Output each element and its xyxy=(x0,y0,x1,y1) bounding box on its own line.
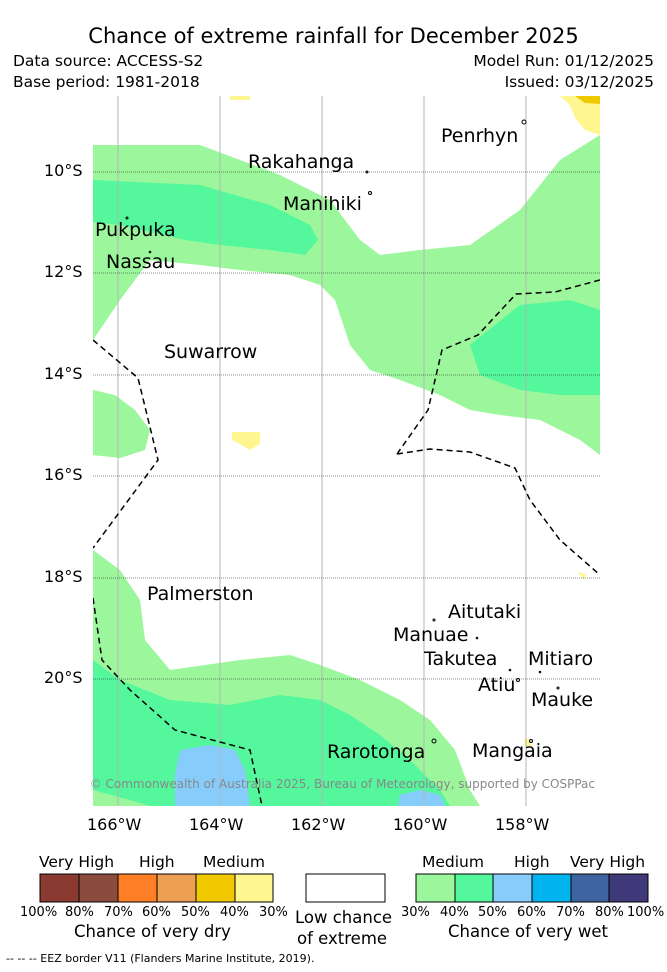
wet-swatch-30-40 xyxy=(415,873,456,903)
wet-30-40-region xyxy=(93,390,150,458)
model-run: Model Run: 01/12/2025 xyxy=(473,52,654,70)
place-pukapuka: Pukpuka xyxy=(95,219,176,241)
dry-swatch-60-70 xyxy=(117,873,158,903)
lat-label: 12°S xyxy=(44,262,83,281)
place-mauke: Mauke xyxy=(531,689,594,711)
dry-swatch-40-50 xyxy=(195,873,236,903)
dry-30-40-region xyxy=(560,96,600,135)
eez-border xyxy=(93,279,600,806)
dry-40-50-region xyxy=(575,96,600,104)
lat-label: 14°S xyxy=(44,364,83,383)
low-chance-swatch xyxy=(305,873,386,903)
dry-swatch-70-80 xyxy=(78,873,119,903)
wet-tick: 100% xyxy=(627,905,665,920)
issued-date: Issued: 03/12/2025 xyxy=(504,73,654,91)
eez-note: -- -- -- EEZ border V11 (Flanders Marine… xyxy=(6,952,315,965)
wet-30-40-region xyxy=(93,790,150,806)
place-takutea: Takutea xyxy=(424,648,498,670)
place-manuae: Manuae xyxy=(393,624,469,646)
map-credit: © Commonwealth of Australia 2025, Bureau… xyxy=(89,777,595,791)
wet-tick: 30% xyxy=(401,905,430,920)
place-aitutaki: Aitutaki xyxy=(448,601,522,623)
lon-label: 166°W xyxy=(87,815,142,834)
islands xyxy=(125,119,560,744)
dry-swatch-80-100 xyxy=(39,873,80,903)
dry-legend-bar xyxy=(39,873,274,903)
wet-40-50-region xyxy=(93,180,318,255)
wet-header-high: High xyxy=(514,853,550,871)
wet-swatch-50-60 xyxy=(492,873,533,903)
place-nassau: Nassau xyxy=(106,251,176,273)
wet-40-50-region xyxy=(470,300,600,395)
dry-legend-caption: Chance of very dry xyxy=(74,922,231,941)
wet-legend-bar xyxy=(415,873,649,903)
wet-swatch-60-70 xyxy=(531,873,572,903)
low-chance-caption-1: Low chance xyxy=(295,908,393,927)
lat-label: 16°S xyxy=(44,465,83,484)
base-period: Base period: 1981-2018 xyxy=(13,73,200,91)
lat-label: 18°S xyxy=(44,567,83,586)
wet-tick: 60% xyxy=(517,905,546,920)
wet-swatch-80-100 xyxy=(608,873,649,903)
dry-tick: 60% xyxy=(142,905,171,920)
data-source: Data source: ACCESS-S2 xyxy=(13,52,204,70)
wet-50-60-region xyxy=(175,745,250,806)
dry-header-medium: Medium xyxy=(203,853,265,871)
lat-label: 20°S xyxy=(44,668,83,687)
wet-swatch-70-80 xyxy=(570,873,610,903)
graticule xyxy=(117,96,527,806)
low-chance-caption-2: of extreme xyxy=(297,929,388,948)
wet-tick: 40% xyxy=(440,905,469,920)
wet-header-very-high: Very High xyxy=(570,853,646,871)
dry-tick: 30% xyxy=(259,905,288,920)
place-atiu: Atiu xyxy=(478,674,516,696)
lon-label: 162°W xyxy=(291,815,346,834)
wet-legend-caption: Chance of very wet xyxy=(448,922,608,941)
dry-swatch-30-40 xyxy=(234,873,274,903)
dry-header-high: High xyxy=(139,853,175,871)
place-manihiki: Manihiki xyxy=(283,193,362,215)
dry-tick: 70% xyxy=(104,905,133,920)
dry-30-40-region xyxy=(232,432,260,450)
place-penrhyn: Penrhyn xyxy=(441,125,519,147)
wet-header-medium: Medium xyxy=(422,853,484,871)
place-suwarrow: Suwarrow xyxy=(164,341,258,363)
place-mangaia: Mangaia xyxy=(472,740,553,762)
place-palmerston: Palmerston xyxy=(147,583,254,605)
wet-tick: 50% xyxy=(478,905,507,920)
lat-label: 10°S xyxy=(44,161,83,180)
dry-tick: 80% xyxy=(65,905,94,920)
place-rakahanga: Rakahanga xyxy=(248,151,355,173)
map-title: Chance of extreme rainfall for December … xyxy=(88,24,579,48)
dry-header-very-high: Very High xyxy=(39,853,115,871)
lon-label: 160°W xyxy=(393,815,448,834)
place-mitiaro: Mitiaro xyxy=(528,648,594,670)
wet-50-60-region xyxy=(398,790,445,806)
lon-label: 158°W xyxy=(495,815,550,834)
place-rarotonga: Rarotonga xyxy=(327,741,426,763)
dry-30-40-region xyxy=(230,96,250,100)
wet-tick: 80% xyxy=(595,905,624,920)
dry-swatch-50-60 xyxy=(156,873,197,903)
dry-tick: 40% xyxy=(220,905,249,920)
dry-tick: 100% xyxy=(20,905,58,920)
wet-swatch-40-50 xyxy=(454,873,494,903)
dry-tick: 50% xyxy=(181,905,210,920)
lon-label: 164°W xyxy=(189,815,244,834)
wet-tick: 70% xyxy=(556,905,585,920)
